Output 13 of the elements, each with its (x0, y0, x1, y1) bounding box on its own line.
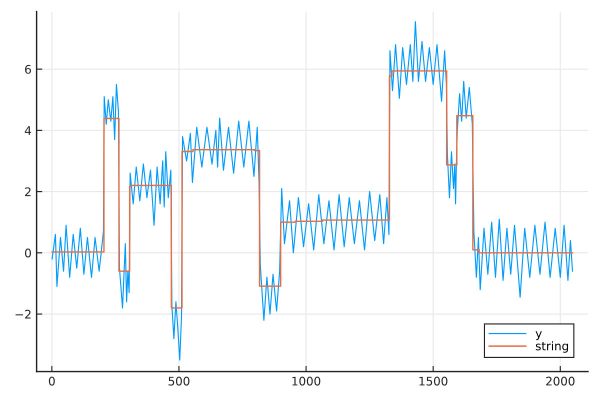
x-tick-label: 2000 (546, 376, 575, 386)
legend-label: string (536, 341, 568, 353)
x-tick-label: 500 (168, 376, 190, 386)
x-tick-label: 1500 (419, 376, 448, 386)
y-tick-label: 0 (25, 248, 31, 258)
y-tick-label: 4 (24, 126, 32, 135)
y-tick-label: 2 (25, 187, 31, 196)
y-tick-label: −2 (16, 310, 31, 319)
legend-label: y (536, 331, 542, 340)
line-series (52, 21, 574, 361)
x-tick-label: 1000 (292, 376, 320, 386)
x-tick-label: 0 (48, 376, 55, 386)
y-tick-label: 6 (25, 64, 31, 74)
